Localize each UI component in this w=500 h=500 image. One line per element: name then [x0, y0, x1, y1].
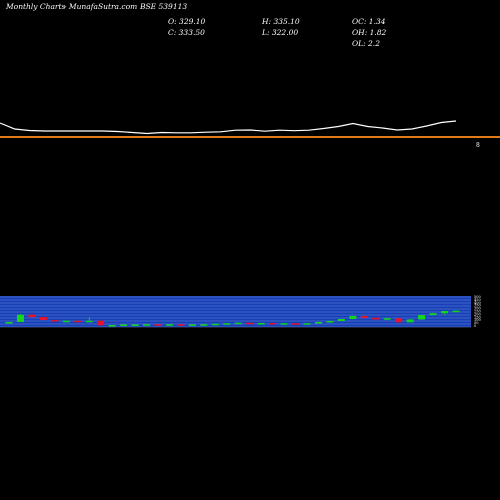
- price-tick-label: 400: [474, 301, 481, 305]
- candle-body: [62, 320, 70, 323]
- candle-body: [418, 315, 426, 320]
- price-tick-label: 500: [474, 295, 481, 299]
- candles: [5, 310, 460, 327]
- price-tick-label: 200: [474, 312, 481, 316]
- close-value: C: 333.50: [168, 28, 205, 37]
- candle-body: [28, 314, 36, 317]
- candle-body: [108, 325, 116, 327]
- oh-value: OH: 1.82: [352, 28, 387, 37]
- candle-body: [154, 324, 162, 326]
- candle-body: [177, 324, 185, 326]
- price-tick-label: 300: [474, 307, 481, 311]
- candle-body: [292, 323, 300, 325]
- candle-body: [39, 317, 47, 320]
- oc-value: OC: 1.34: [352, 17, 386, 26]
- candle-body: [452, 310, 460, 313]
- price-tick-label: 150: [474, 315, 481, 319]
- high-value: H: 335.10: [261, 17, 300, 26]
- candle-body: [257, 323, 265, 325]
- candle-body: [395, 318, 403, 323]
- candle-body: [269, 323, 277, 325]
- candle-body: [337, 319, 345, 321]
- candle-body: [280, 323, 288, 325]
- candle-body: [131, 324, 139, 326]
- price-tick-label: 0: [474, 324, 476, 328]
- price-line-series: [0, 120, 457, 135]
- price-tick-label: 50: [474, 321, 478, 325]
- candle-body: [406, 319, 414, 323]
- price-tick-label: 100: [474, 318, 481, 322]
- candle-body: [211, 323, 219, 326]
- candle-body: [97, 320, 105, 326]
- price-tick-label: 250: [474, 310, 481, 314]
- candle-body: [74, 320, 82, 323]
- candle-body: [143, 324, 151, 326]
- candle-body: [5, 322, 13, 324]
- candle-body: [223, 323, 231, 325]
- candle-body: [303, 323, 311, 325]
- price-tick-label: 450: [474, 298, 481, 302]
- candle-body: [120, 324, 128, 326]
- candle-body: [234, 322, 242, 325]
- ol-value: OL: 2.2: [352, 39, 380, 48]
- candle-body: [188, 324, 196, 326]
- site-label: - MunafaSutra.com: [64, 2, 137, 11]
- candle-body: [326, 321, 334, 323]
- candle-body: [246, 322, 254, 325]
- candle-body: [441, 311, 449, 314]
- symbol-label: BSE 539113: [139, 2, 187, 11]
- candle-body: [314, 322, 322, 324]
- candle-body: [200, 324, 208, 326]
- line-end-marker: 8: [476, 142, 480, 149]
- price-line-chart: [0, 120, 457, 135]
- panel-background: [0, 296, 471, 327]
- candle-body: [51, 320, 59, 322]
- open-value: O: 329.10: [168, 17, 206, 26]
- low-value: L: 322.00: [261, 28, 298, 37]
- candle-body: [383, 318, 391, 320]
- brand-label: Monthly Charts: [5, 2, 66, 11]
- candle-panel: [0, 296, 471, 328]
- candle-body: [429, 313, 437, 315]
- candle-body: [16, 314, 24, 322]
- candle-body: [165, 324, 173, 326]
- candle-body: [85, 320, 93, 323]
- candle-body: [372, 317, 380, 320]
- candle-body: [349, 316, 357, 319]
- candle-body: [360, 316, 368, 318]
- price-tick-label: 350: [474, 304, 481, 308]
